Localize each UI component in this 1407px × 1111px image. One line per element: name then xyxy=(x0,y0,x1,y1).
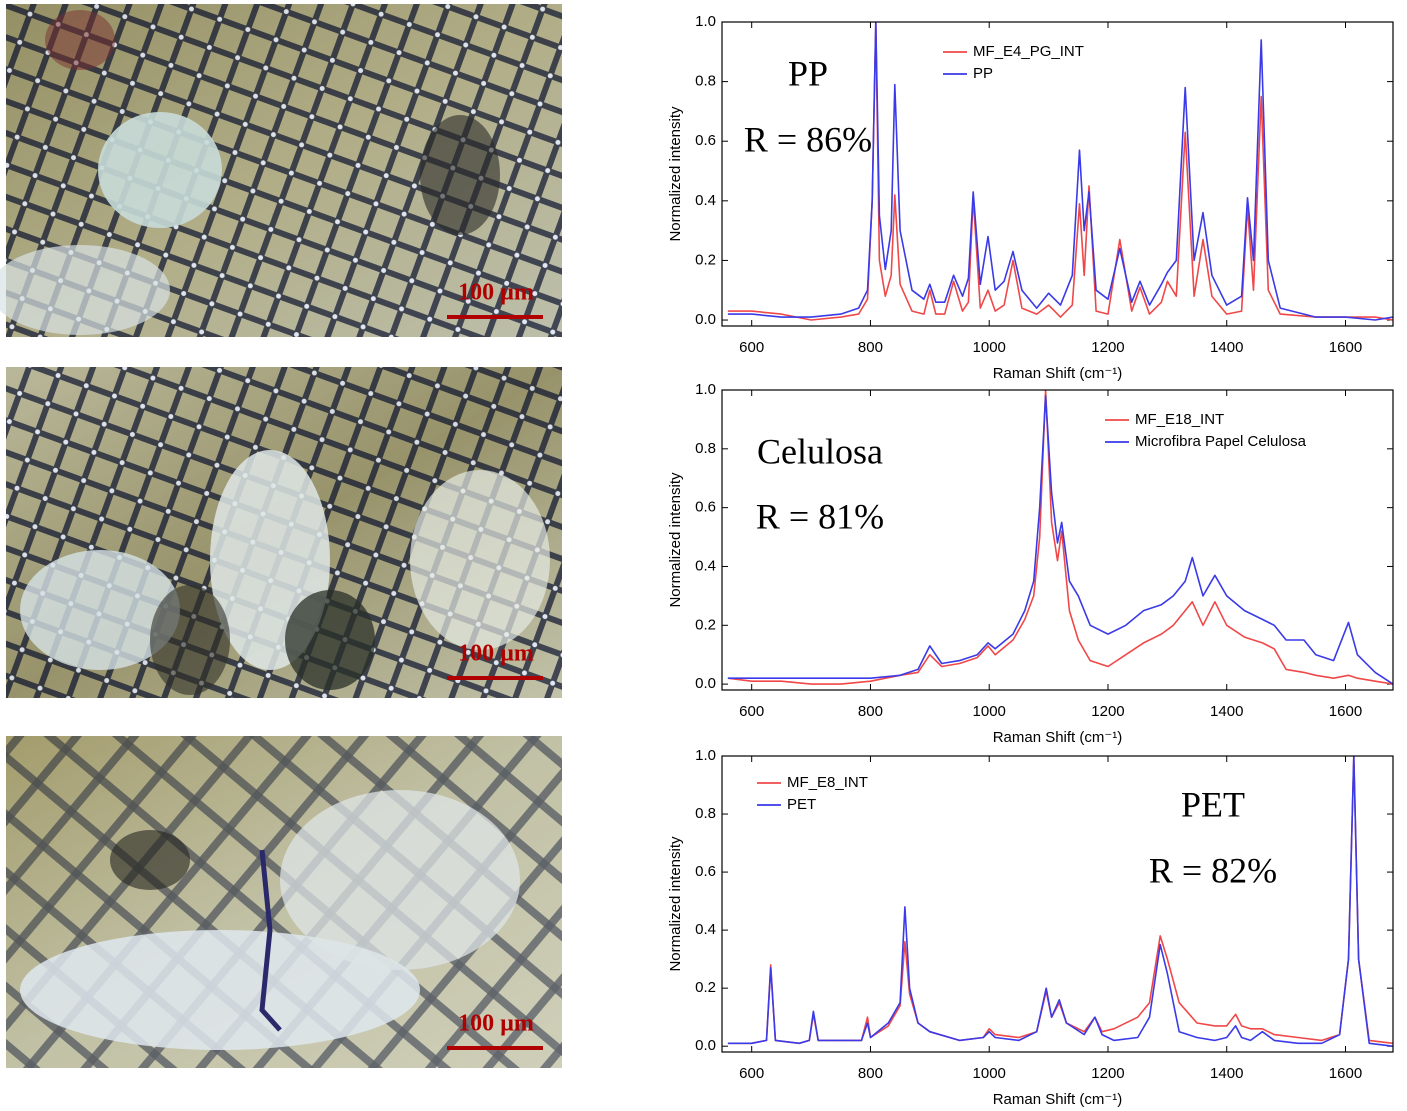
y-tick-label: 0.4 xyxy=(695,192,716,209)
x-axis-label: Raman Shift (cm⁻¹) xyxy=(993,729,1123,746)
annotation: R = 86% xyxy=(744,119,872,159)
y-tick-label: 0.0 xyxy=(695,311,716,328)
y-tick-label: 0.2 xyxy=(695,979,716,996)
x-tick-label: 800 xyxy=(858,339,883,356)
y-tick-label: 1.0 xyxy=(695,13,716,30)
legend-label: PP xyxy=(973,65,993,82)
y-tick-label: 0.8 xyxy=(695,805,716,822)
x-axis-label: Raman Shift (cm⁻¹) xyxy=(993,365,1123,382)
chart: 0.0 0.2 0.4 0.6 0.8 1.0 600 800 1000 1200 1400 1600… xyxy=(667,381,1393,746)
y-tick-label: 0.6 xyxy=(695,499,716,516)
x-tick-label: 1000 xyxy=(973,339,1006,356)
chart: 0.0 0.2 0.4 0.6 0.8 1.0 600 800 1000 1200 1400 1600… xyxy=(667,747,1393,1108)
figure: 100 µm 100 µm 100 µm 0.0 0.2 0.4 0.6 0.8 1.0 600 8… xyxy=(0,0,1407,1111)
x-tick-label: 600 xyxy=(739,1065,764,1082)
scale-bar-label: 100 µm xyxy=(458,280,534,306)
x-tick-label: 1000 xyxy=(973,703,1006,720)
legend-label: MF_E18_INT xyxy=(1135,411,1224,428)
x-axis-label: Raman Shift (cm⁻¹) xyxy=(993,1091,1123,1108)
x-tick-label: 600 xyxy=(739,339,764,356)
x-tick-label: 1600 xyxy=(1329,703,1362,720)
legend-label: MF_E8_INT xyxy=(787,774,868,791)
y-tick-label: 0.8 xyxy=(695,440,716,457)
series-line xyxy=(728,756,1393,1043)
legend-label: MF_E4_PG_INT xyxy=(973,43,1084,60)
annotation: PP xyxy=(788,53,828,93)
x-tick-label: 1600 xyxy=(1329,1065,1362,1082)
y-axis-label: Normalized intensity xyxy=(667,106,684,242)
x-tick-label: 1200 xyxy=(1091,703,1124,720)
y-tick-label: 0.4 xyxy=(695,921,716,938)
page: {"images": [{"scale_bar": "100 µm"}, {"s… xyxy=(0,0,1407,1111)
annotation: PET xyxy=(1181,784,1245,824)
y-tick-label: 0.0 xyxy=(695,675,716,692)
x-tick-label: 1000 xyxy=(973,1065,1006,1082)
y-axis-label: Normalized intensity xyxy=(667,472,684,608)
x-tick-label: 600 xyxy=(739,703,764,720)
legend-label: Microfibra Papel Celulosa xyxy=(1135,433,1307,450)
x-tick-label: 1400 xyxy=(1210,339,1243,356)
annotation: Celulosa xyxy=(757,431,883,471)
annotation: R = 82% xyxy=(1149,850,1277,890)
x-tick-label: 1400 xyxy=(1210,1065,1243,1082)
x-tick-label: 800 xyxy=(858,703,883,720)
y-tick-label: 1.0 xyxy=(695,747,716,764)
x-tick-label: 1600 xyxy=(1329,339,1362,356)
y-tick-label: 0.0 xyxy=(695,1037,716,1054)
scale-bar-label: 100 µm xyxy=(458,1011,534,1037)
y-axis-label: Normalized intensity xyxy=(667,836,684,972)
x-tick-label: 800 xyxy=(858,1065,883,1082)
y-tick-label: 0.6 xyxy=(695,132,716,149)
series-line xyxy=(728,756,1393,1046)
x-tick-label: 1200 xyxy=(1091,339,1124,356)
y-tick-label: 0.4 xyxy=(695,557,716,574)
y-tick-label: 1.0 xyxy=(695,381,716,398)
y-tick-label: 0.8 xyxy=(695,73,716,90)
y-tick-label: 0.2 xyxy=(695,616,716,633)
x-tick-label: 1400 xyxy=(1210,703,1243,720)
legend-label: PET xyxy=(787,796,816,813)
x-tick-label: 1200 xyxy=(1091,1065,1124,1082)
y-tick-label: 0.2 xyxy=(695,251,716,268)
chart: 0.0 0.2 0.4 0.6 0.8 1.0 600 800 1000 1200 1400 1600… xyxy=(667,13,1393,382)
y-tick-label: 0.6 xyxy=(695,863,716,880)
scale-bar-label: 100 µm xyxy=(458,641,534,667)
annotation: R = 81% xyxy=(756,496,884,536)
